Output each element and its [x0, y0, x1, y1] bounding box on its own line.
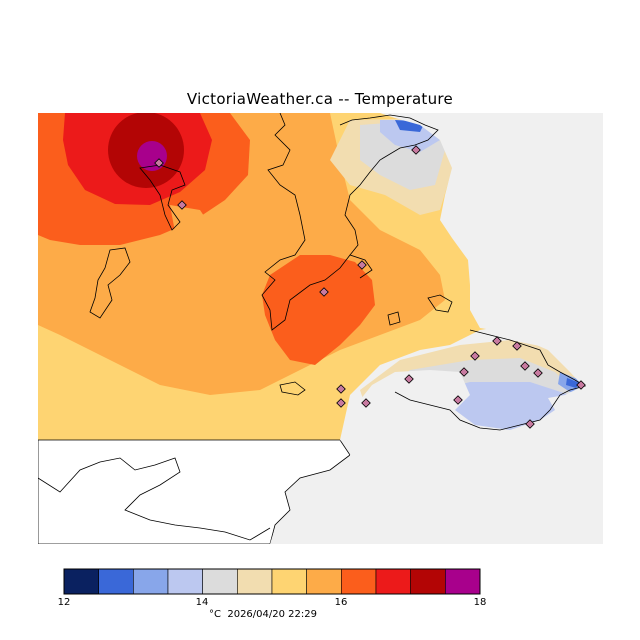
map-title: VictoriaWeather.ca -- Temperature — [186, 90, 454, 108]
station-marker[interactable] — [154, 158, 164, 168]
station-marker[interactable] — [319, 287, 329, 297]
legend-bin — [410, 568, 446, 595]
station-marker[interactable] — [357, 260, 367, 270]
band-12.5-13 — [566, 378, 580, 388]
island-northwest — [139, 164, 186, 231]
island-central — [279, 381, 306, 396]
station-marker[interactable] — [411, 145, 421, 155]
station-marker[interactable] — [520, 361, 530, 371]
coast-south — [38, 457, 271, 541]
station-marker[interactable] — [470, 351, 480, 361]
coast-north-east — [339, 114, 439, 256]
legend-bin — [202, 568, 238, 595]
legend-label-16: 16 — [334, 597, 348, 608]
unit-label: °C — [209, 609, 221, 620]
band-16-16.5-central — [262, 255, 375, 365]
station-marker[interactable] — [525, 419, 535, 429]
land-vancouver-island-east — [261, 113, 373, 331]
coast-south-east — [394, 329, 587, 431]
land-olympic-peninsula — [38, 439, 351, 544]
legend-bin — [237, 568, 273, 595]
station-marker[interactable] — [336, 398, 346, 408]
weather-stations — [154, 145, 586, 429]
station-marker[interactable] — [177, 200, 187, 210]
legend-bin — [63, 568, 99, 595]
legend-label-12: 12 — [57, 597, 71, 608]
legend-bin — [271, 568, 307, 595]
island-east-ring — [427, 294, 453, 313]
legend-frame — [63, 568, 481, 595]
legend-bin — [133, 568, 169, 595]
timestamp: 2026/04/20 22:29 — [227, 609, 317, 620]
station-marker[interactable] — [453, 395, 463, 405]
station-marker[interactable] — [336, 384, 346, 394]
legend-bins — [63, 568, 481, 595]
legend-bin — [375, 568, 411, 595]
island-west — [89, 247, 131, 319]
band-15.5-16-patch — [170, 205, 212, 245]
station-marker[interactable] — [512, 341, 522, 351]
land-masses — [38, 113, 603, 544]
legend-bin — [306, 568, 342, 595]
station-marker[interactable] — [404, 374, 414, 384]
legend-label-14: 14 — [195, 597, 209, 608]
legend-bin — [98, 568, 134, 595]
station-marker[interactable] — [459, 367, 469, 377]
land-east — [270, 113, 603, 544]
legend-footer: °C 2026/04/20 22:29 — [209, 609, 317, 620]
station-marker[interactable] — [533, 368, 543, 378]
legend-bin — [167, 568, 203, 595]
legend-bin — [341, 568, 377, 595]
legend-bin — [445, 568, 481, 595]
legend-label-18: 18 — [473, 597, 487, 608]
station-marker[interactable] — [361, 398, 371, 408]
station-marker[interactable] — [576, 380, 586, 390]
station-marker[interactable] — [492, 336, 502, 346]
island-east-small — [387, 311, 401, 326]
